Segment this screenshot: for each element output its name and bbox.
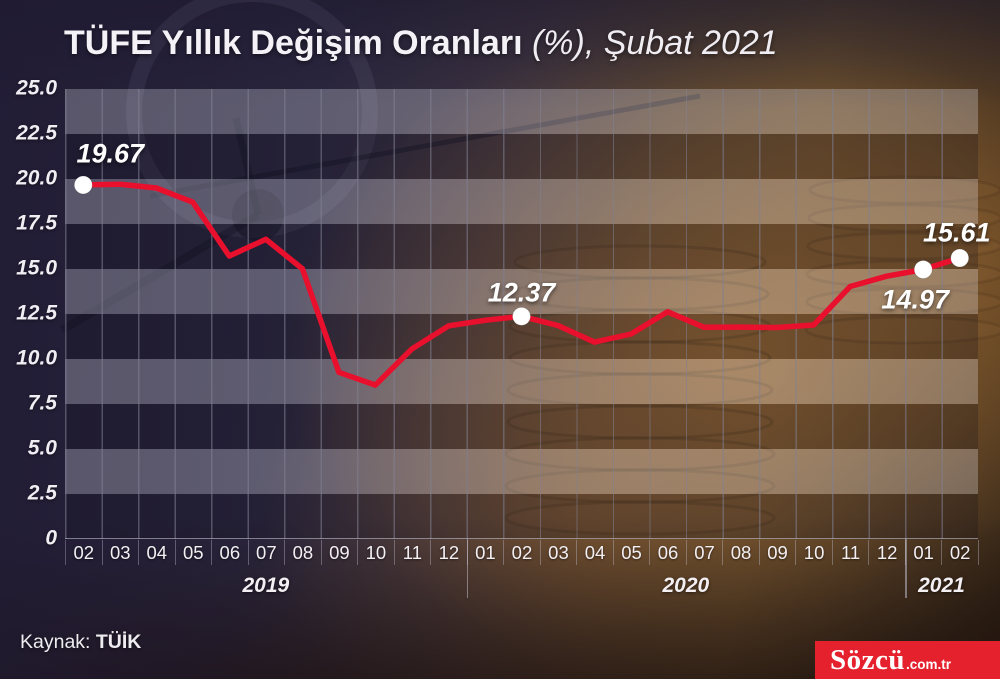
y-tick-label: 25.0 [16, 76, 57, 100]
x-tick-label: 07 [687, 540, 724, 565]
source-value: TÜİK [95, 631, 142, 653]
x-tick-label: 10 [796, 540, 833, 565]
x-axis: 02 03 04 05 06 07 08 09 10 11 12 01 02 03 04 05 06 07 08 09… [65, 540, 979, 565]
sozcu-logo-brand: Sözcü [830, 644, 905, 676]
x-tick-label: 01 [906, 540, 943, 565]
year-separator [466, 539, 469, 598]
y-tick-label: 0 [45, 526, 57, 550]
sozcu-logo-domain: .com.tr [906, 657, 952, 672]
x-tick-label: 06 [212, 540, 249, 565]
x-tick-label: 08 [723, 540, 760, 565]
x-tick-label: 04 [139, 540, 176, 565]
x-tick-label: 12 [431, 540, 468, 565]
y-tick-label: 22.5 [16, 121, 57, 145]
x-tick-label: 03 [103, 540, 140, 565]
y-tick-label: 7.5 [27, 391, 57, 415]
vertical-gridlines [65, 89, 978, 539]
x-tick-label: 02 [504, 540, 541, 565]
x-tick-label: 02 [942, 540, 979, 565]
chart-title-suffix: (%), Şubat 2021 [522, 24, 778, 62]
x-tick-label: 03 [541, 540, 578, 565]
data-point-label: 15.61 [922, 217, 991, 248]
data-point-label: 12.37 [487, 277, 556, 308]
x-tick-label: 02 [66, 540, 103, 565]
chart-title: TÜFE Yıllık Değişim Oranları (%), Şubat … [64, 24, 778, 63]
chart-title-main: TÜFE Yıllık Değişim Oranları [64, 24, 523, 62]
x-tick-label: 01 [468, 540, 505, 565]
x-tick-label: 11 [395, 540, 432, 565]
source-label: Kaynak: [20, 631, 96, 653]
x-tick-label: 06 [650, 540, 687, 565]
x-tick-label: 05 [176, 540, 213, 565]
year-label: 2020 [662, 574, 710, 597]
x-tick-label: 07 [249, 540, 286, 565]
x-tick-label: 09 [322, 540, 359, 565]
y-tick-label: 20.0 [16, 166, 57, 190]
y-tick-label: 15.0 [16, 256, 57, 280]
x-tick-label: 04 [577, 540, 614, 565]
x-tick-label: 11 [833, 540, 870, 565]
y-tick-label: 17.5 [16, 211, 57, 235]
year-label: 2021 [918, 574, 965, 597]
year-separator [904, 539, 907, 598]
x-tick-label: 10 [358, 540, 395, 565]
plot-area [65, 89, 978, 539]
x-tick-label: 09 [760, 540, 797, 565]
data-point-label: 14.97 [881, 284, 950, 315]
x-tick-label: 12 [869, 540, 906, 565]
x-tick-label: 05 [614, 540, 651, 565]
source-note: Kaynak: TÜİK [20, 631, 141, 654]
sozcu-logo: Sözcü .com.tr [815, 641, 1000, 679]
data-point-label: 19.67 [76, 138, 145, 169]
y-tick-label: 5.0 [27, 436, 57, 460]
y-tick-label: 2.5 [27, 481, 57, 505]
y-tick-label: 10.0 [16, 346, 57, 370]
year-label: 2019 [242, 574, 290, 597]
y-tick-label: 12.5 [16, 301, 57, 325]
x-tick-label: 08 [285, 540, 322, 565]
